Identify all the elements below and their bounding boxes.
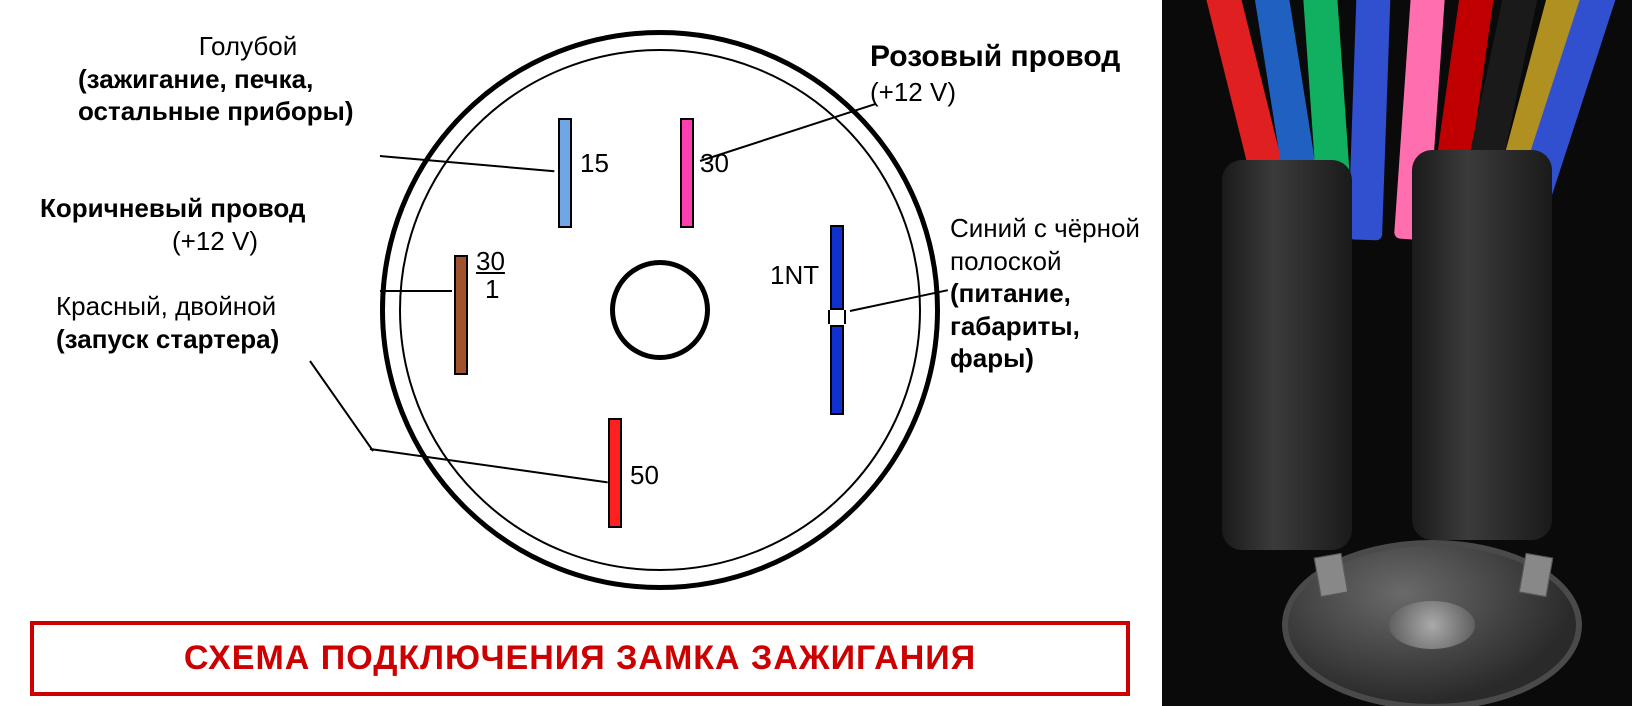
- photo-wire: [1348, 0, 1391, 240]
- callout-brown: Коричневый провод (+12 V): [40, 192, 390, 257]
- callout-blueblack-name: Синий с чёрной полоской: [950, 212, 1170, 277]
- photo-cable-bundle: [1222, 160, 1352, 550]
- callout-pink-voltage: (+12 V): [870, 77, 956, 107]
- terminal-1nt-bottom: [830, 325, 844, 415]
- photo-cable-bundle: [1412, 150, 1552, 540]
- terminal-30-1: [454, 255, 468, 375]
- terminal-1nt-gap: [828, 310, 846, 324]
- callout-red-func: (запуск стартера): [56, 323, 376, 356]
- terminal-30-1-label2: 1: [485, 276, 499, 302]
- terminal-15-label: 15: [580, 148, 609, 179]
- callout-pink-name: Розовый провод: [870, 40, 1120, 73]
- callout-red: Красный, двойной (запуск стартера): [56, 290, 376, 355]
- wiring-diagram: 15 30 30 1 1NT 50 Голубой (зажигание, пе…: [0, 0, 1162, 706]
- terminal-30-1-label: 30: [476, 248, 505, 274]
- callout-blueblack-func: (питание, габариты, фары): [950, 277, 1170, 375]
- connector-center-hole: [610, 260, 710, 360]
- leader-brown: [380, 290, 452, 292]
- callout-blue-name: Голубой: [78, 30, 418, 63]
- wiring-photo: [1162, 0, 1632, 706]
- callout-brown-voltage: (+12 V): [40, 225, 390, 258]
- callout-blue: Голубой (зажигание, печка, остальные при…: [78, 30, 418, 128]
- terminal-30: [680, 118, 694, 228]
- terminal-1nt-top: [830, 225, 844, 310]
- terminal-50: [608, 418, 622, 528]
- callout-blue-func: (зажигание, печка, остальные приборы): [78, 63, 418, 128]
- terminal-1nt-label: 1NT: [770, 260, 819, 291]
- callout-blueblack: Синий с чёрной полоской (питание, габари…: [950, 212, 1170, 375]
- terminal-15: [558, 118, 572, 228]
- diagram-title: СХЕМА ПОДКЛЮЧЕНИЯ ЗАМКА ЗАЖИГАНИЯ: [30, 621, 1130, 696]
- callout-brown-name: Коричневый провод: [40, 192, 390, 225]
- callout-pink: Розовый провод (+12 V): [870, 38, 1170, 108]
- terminal-50-label: 50: [630, 460, 659, 491]
- callout-red-name: Красный, двойной: [56, 290, 376, 323]
- leader-red-1: [309, 360, 374, 451]
